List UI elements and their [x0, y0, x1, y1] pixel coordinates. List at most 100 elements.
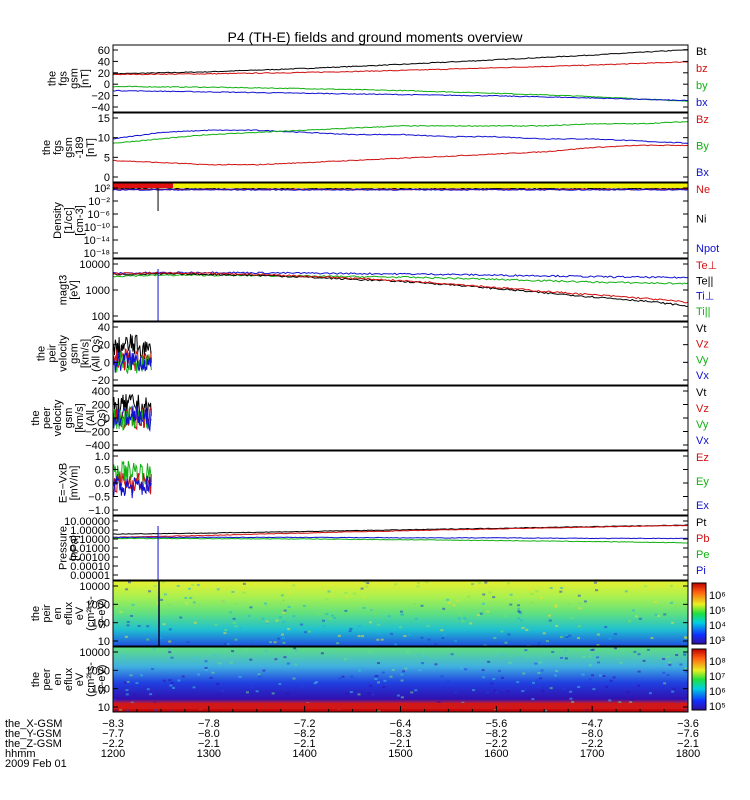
spectrogram-speckle: [282, 611, 286, 614]
spectrogram-speckle: [531, 681, 535, 684]
y-axis-label-line: velocity: [52, 399, 64, 436]
y-tick-label: 0: [104, 172, 110, 184]
spectrogram-speckle: [146, 688, 150, 691]
spectrogram-speckle: [370, 609, 374, 612]
spectrogram-speckle: [174, 582, 178, 585]
spectrogram-speckle: [604, 626, 608, 629]
legend-entry: Vx: [696, 370, 709, 382]
quality-flag-bar: [173, 183, 688, 188]
spectrogram-speckle: [162, 623, 166, 626]
spectrogram-speckle: [447, 601, 451, 604]
spectrogram-speckle: [637, 684, 641, 687]
spectrogram-speckle: [657, 614, 661, 617]
spectrogram-speckle: [154, 709, 158, 712]
spectrogram-speckle: [125, 588, 129, 591]
spectrogram-speckle: [338, 677, 342, 680]
y-axis-label: E=−VxB [mV/m]: [58, 463, 81, 503]
legend-entry: Vz: [696, 403, 709, 415]
spectrogram-speckle: [400, 679, 404, 682]
spectrogram-speckle: [277, 637, 281, 640]
y-tick-label: −40: [91, 102, 110, 114]
spectrogram-speckle: [482, 676, 486, 679]
spectrogram-speckle: [403, 635, 407, 638]
spectrogram-speckle: [221, 689, 225, 692]
colorbar-tick-label: 10⁵: [709, 701, 726, 713]
spectrogram-speckle: [418, 669, 422, 672]
spectrogram-speckle: [400, 696, 404, 699]
spectrogram-speckle: [130, 701, 134, 704]
spectrogram-speckle: [203, 583, 207, 586]
spectrogram-speckle: [404, 667, 408, 670]
spectrogram-speckle: [582, 655, 586, 658]
spectrogram-speckle: [459, 613, 463, 616]
spectrogram-speckle: [672, 687, 676, 690]
spectrogram-speckle: [450, 653, 454, 656]
spectrogram-speckle: [547, 663, 551, 666]
spectrogram-speckle: [537, 642, 541, 645]
spectrogram-speckle: [234, 638, 238, 641]
spectrogram-speckle: [320, 652, 324, 655]
series-line: [113, 188, 688, 191]
spectrogram-speckle: [274, 658, 278, 661]
panel-plot-area: [113, 269, 688, 321]
series-line: [113, 121, 688, 144]
spectrogram-fill: [113, 581, 688, 646]
y-tick-label: 0.5: [95, 465, 110, 477]
spectrogram-speckle: [269, 641, 273, 644]
spectrogram-speckle: [495, 691, 499, 694]
spectrogram-speckle: [350, 675, 354, 678]
spectrogram-speckle: [525, 628, 529, 631]
spectrogram-speckle: [402, 670, 406, 673]
spectrogram-speckle: [457, 617, 461, 620]
y-tick-label: 1000: [86, 665, 110, 677]
colorbar: [691, 648, 707, 711]
spectrogram-speckle: [597, 661, 601, 664]
panel-efield: 1.0 0.50.0 −0.5−1.0 E=−VxB [mV/m] Ez Ey Ex: [58, 450, 709, 517]
spectrogram-speckle: [349, 691, 353, 694]
legend-entry: Pe: [696, 549, 709, 561]
legend-entry: Vt: [696, 323, 706, 335]
spectrogram-speckle: [245, 648, 249, 651]
spectrogram-speckle: [504, 641, 508, 644]
spectrogram-speckle: [151, 586, 155, 589]
legend-entry: Ti||: [696, 306, 710, 318]
spectrogram-speckle: [377, 632, 381, 635]
spectrogram-speckle: [455, 647, 459, 650]
spectrogram-speckle: [162, 611, 166, 614]
spectrogram-speckle: [229, 661, 233, 664]
spectrogram-speckle: [345, 692, 349, 695]
y-axis-label-line: peir: [47, 344, 59, 363]
spectrogram-speckle: [574, 682, 578, 685]
panel-temperature: 10000 1000 100 magt3 [eV] Te⊥ Te|| Ti⊥ Ti||: [58, 258, 717, 323]
spectrogram-speckle: [644, 585, 648, 588]
legend-entry: Ni: [696, 214, 706, 226]
series-line: [113, 349, 152, 373]
y-tick-label: 0.10000: [70, 534, 110, 546]
spectrogram-speckle: [374, 675, 378, 678]
spectrogram-speckle: [249, 606, 253, 609]
y-axis-label-line: the: [30, 672, 42, 687]
colorbar-tick-label: 10⁴: [709, 620, 726, 632]
spectrogram-speckle: [563, 649, 567, 652]
spectrogram-speckle: [119, 611, 123, 614]
spectrogram-speckle: [537, 671, 541, 674]
spectrogram-speckle: [684, 699, 688, 702]
spectrogram-speckle: [187, 587, 191, 590]
spectrogram-speckle: [232, 621, 236, 624]
spectrogram-speckle: [249, 658, 253, 661]
spectrogram-speckle: [413, 603, 417, 606]
y-axis-label-line: en: [52, 673, 64, 685]
spectrogram-speckle: [575, 683, 579, 686]
spectrogram-speckle: [679, 663, 683, 666]
spectrogram-speckle: [116, 610, 120, 613]
spectrogram-speckle: [293, 629, 297, 632]
spectrogram-speckle: [548, 619, 552, 622]
spectrogram-speckle: [463, 617, 467, 620]
spectrogram-speckle: [368, 684, 372, 687]
spectrogram-speckle: [507, 633, 511, 636]
spectrogram-speckle: [454, 640, 458, 643]
spectrogram-speckle: [213, 654, 217, 657]
spectrogram-speckle: [184, 596, 188, 599]
